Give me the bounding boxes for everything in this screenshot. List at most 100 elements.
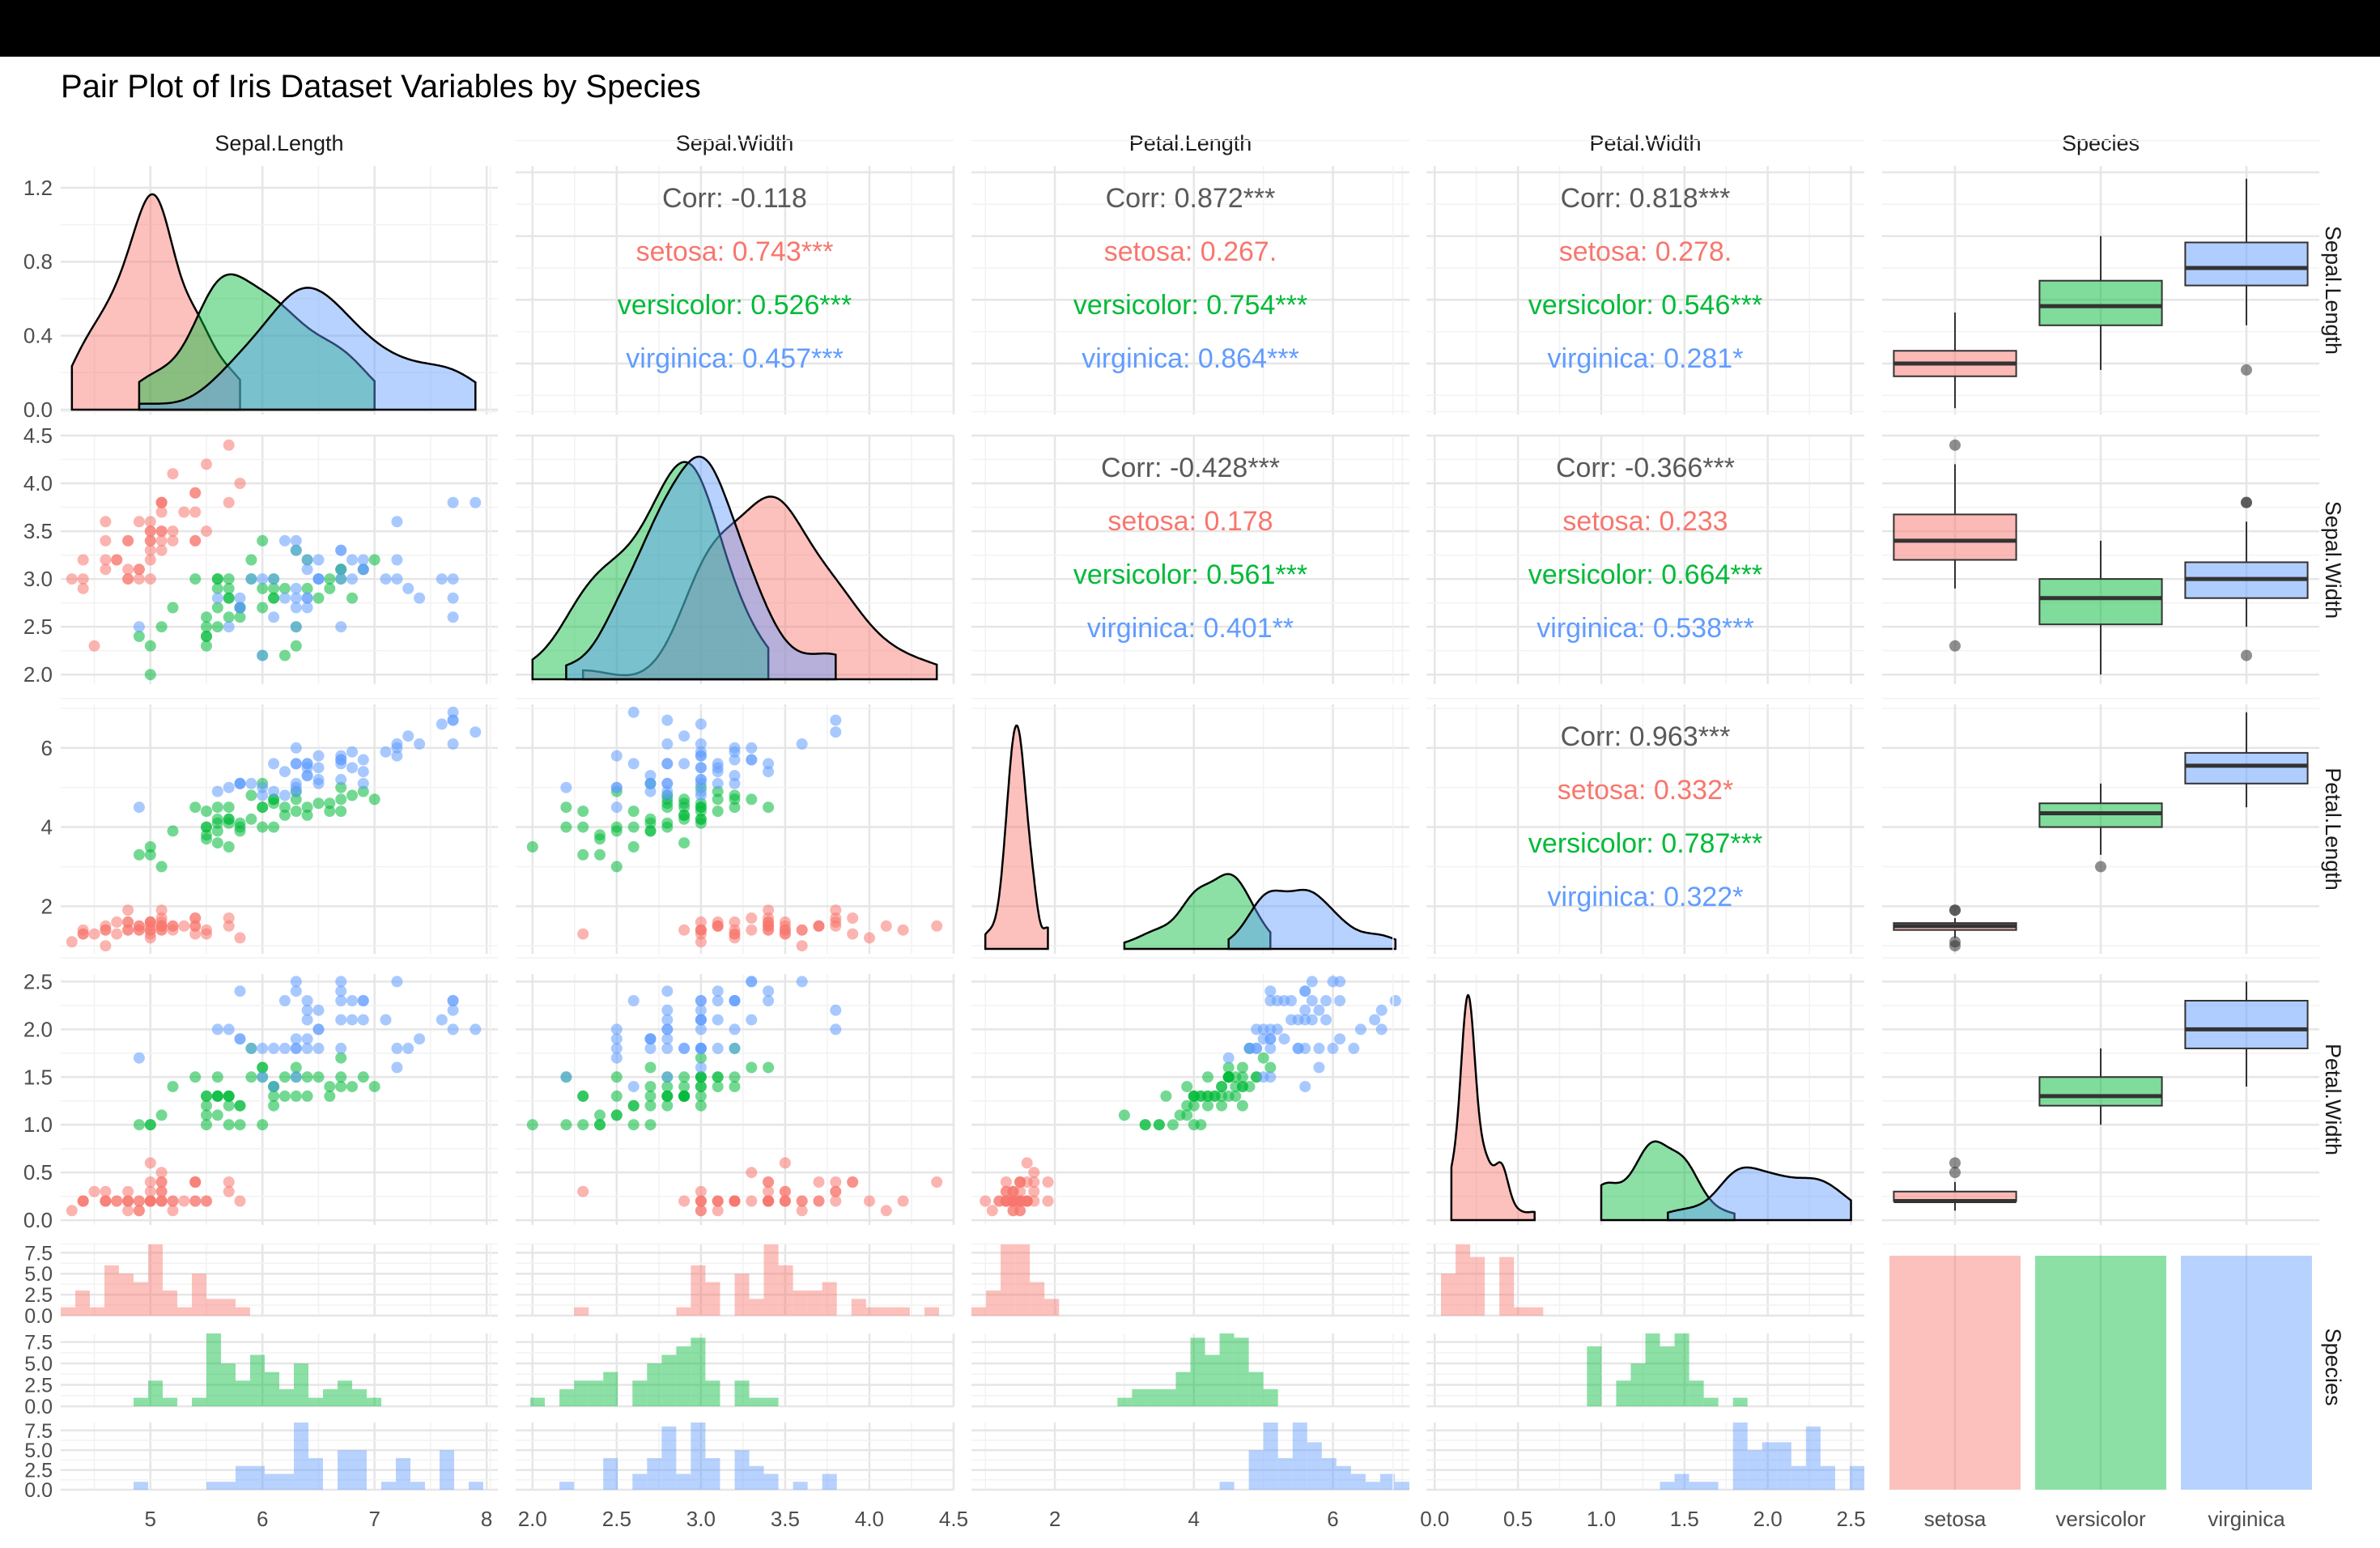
point-setosa — [144, 1176, 156, 1188]
point-setosa — [1014, 1176, 1026, 1188]
point-versicolor — [560, 821, 572, 833]
histogram-bar — [1470, 1257, 1485, 1316]
point-virginica — [1251, 1023, 1263, 1036]
x-tick-label: 3.5 — [771, 1507, 800, 1531]
histogram-bar — [323, 1389, 338, 1406]
corr-virginica: virginica: 0.281* — [1548, 343, 1744, 374]
point-setosa — [223, 439, 235, 451]
y-tick-label: 0.0 — [23, 1208, 53, 1232]
histogram-bar — [1616, 1380, 1631, 1406]
point-setosa — [155, 1176, 168, 1188]
point-virginica — [278, 592, 291, 604]
point-setosa — [678, 924, 691, 936]
histogram-bar — [1776, 1442, 1791, 1490]
histogram-bar — [1528, 1307, 1544, 1316]
density-curve-versicolor — [138, 273, 376, 411]
corr-versicolor: versicolor: 0.526*** — [618, 290, 852, 321]
point-setosa — [122, 573, 134, 585]
y-tick-label: 0.8 — [23, 249, 53, 274]
point-setosa — [695, 924, 707, 936]
histogram-bar — [749, 1299, 764, 1316]
point-setosa — [100, 924, 112, 936]
x-tick-label: 4 — [1188, 1507, 1200, 1531]
point-virginica — [290, 1033, 302, 1045]
point-versicolor — [245, 1071, 257, 1083]
point-setosa — [100, 554, 112, 566]
panel-background — [971, 166, 1409, 415]
point-setosa — [178, 506, 190, 518]
point-setosa — [897, 924, 909, 936]
point-setosa — [1007, 1195, 1019, 1207]
point-versicolor — [324, 1090, 336, 1102]
point-setosa — [830, 904, 842, 916]
point-versicolor — [268, 1099, 280, 1112]
point-virginica — [763, 766, 775, 778]
point-versicolor — [234, 1119, 246, 1131]
box — [2184, 751, 2309, 785]
point-versicolor — [661, 802, 674, 814]
point-versicolor — [223, 1099, 235, 1112]
panel-petal-width-vs-petal-length — [971, 957, 1409, 1245]
point-versicolor — [1160, 1090, 1172, 1102]
histogram-bar — [1703, 1482, 1719, 1490]
x-tick-label: 0.0 — [1420, 1507, 1449, 1531]
histogram-bar — [676, 1346, 691, 1406]
point-versicolor — [211, 582, 223, 594]
histogram-bar — [1015, 1244, 1031, 1316]
point-versicolor — [167, 602, 179, 614]
point-virginica — [211, 785, 223, 797]
bar-setosa — [1889, 1256, 2021, 1490]
point-versicolor — [594, 833, 606, 845]
point-virginica — [335, 573, 347, 585]
point-versicolor — [211, 573, 223, 585]
point-versicolor — [290, 806, 302, 817]
point-virginica — [661, 777, 674, 789]
histogram-sepal-width-setosa — [490, 1244, 997, 1317]
histogram-bar — [250, 1354, 265, 1406]
point-versicolor — [678, 1090, 691, 1102]
panel-background — [971, 1333, 1409, 1406]
point-virginica — [729, 746, 741, 758]
point-setosa — [122, 924, 134, 936]
point-virginica — [211, 592, 223, 604]
histogram-bar — [647, 1457, 662, 1490]
point-virginica — [447, 995, 459, 1006]
point-virginica — [627, 1081, 640, 1093]
point-virginica — [447, 611, 459, 623]
y-tick-label: 2.5 — [24, 1375, 53, 1397]
histogram-bar — [1791, 1465, 1806, 1490]
point-versicolor — [695, 1081, 707, 1093]
point-versicolor — [763, 1061, 775, 1074]
point-setosa — [796, 1205, 808, 1217]
point-setosa — [100, 940, 112, 952]
outlier-point — [1949, 439, 1961, 451]
point-versicolor — [278, 649, 291, 661]
point-setosa — [144, 544, 156, 556]
point-virginica — [301, 1042, 313, 1054]
point-virginica — [290, 1042, 302, 1054]
histogram-bar — [559, 1389, 575, 1406]
point-versicolor — [335, 806, 347, 817]
point-versicolor — [290, 793, 302, 806]
point-setosa — [234, 932, 246, 944]
y-tick-label: 1.0 — [23, 1112, 53, 1137]
histogram-bar — [206, 1482, 221, 1490]
point-setosa — [155, 544, 168, 556]
point-versicolor — [201, 821, 212, 833]
histogram-bar — [1441, 1274, 1456, 1316]
y-tick-label: 0.0 — [24, 1305, 53, 1328]
density-curves — [984, 724, 1397, 950]
point-versicolor — [335, 781, 347, 793]
panel-background — [1426, 166, 1864, 415]
column-header-sepal-width: Sepal.Width — [676, 131, 794, 155]
point-setosa — [122, 1205, 134, 1217]
species-count-bar-panel — [1882, 1244, 2319, 1490]
point-setosa — [155, 496, 168, 508]
point-setosa — [189, 928, 202, 940]
point-versicolor — [201, 611, 212, 623]
point-virginica — [268, 785, 280, 797]
histogram-petal-length-setosa — [971, 1244, 1409, 1317]
histogram-petal-width-setosa — [1392, 1244, 1893, 1317]
histogram-bar — [1175, 1372, 1191, 1406]
point-versicolor — [245, 789, 257, 802]
